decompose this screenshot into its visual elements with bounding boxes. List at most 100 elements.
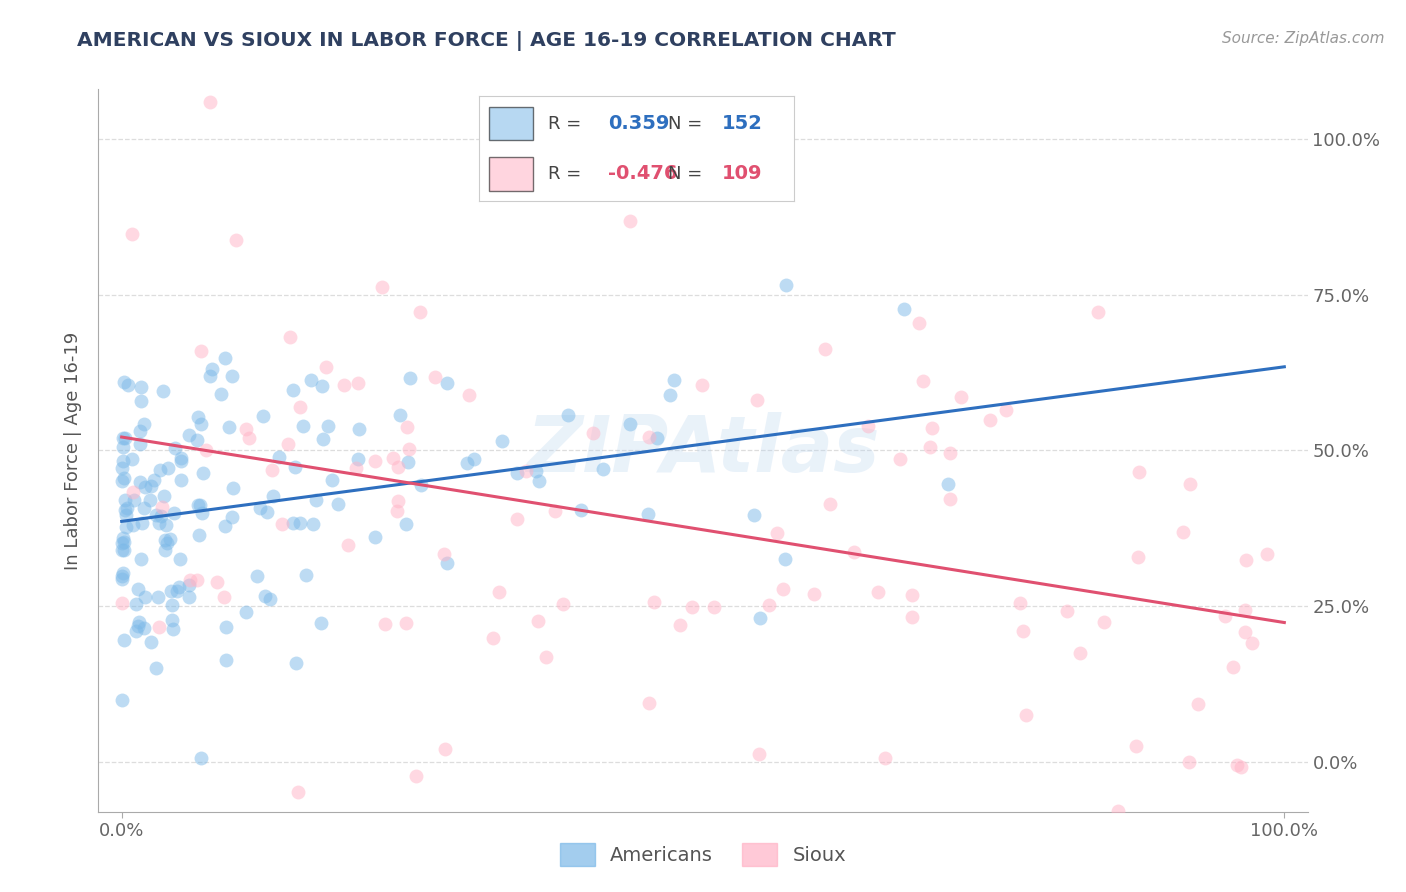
Point [112,535,135,549]
Point [152,500,174,514]
Point [1107,804,1129,818]
Point [139,635,162,649]
Point [209,387,232,401]
Point [114,431,136,445]
Point [436,556,458,570]
Point [121,484,143,499]
Point [129,380,152,394]
Point [111,460,134,475]
Point [1015,708,1038,723]
Point [515,464,537,478]
Point [155,518,177,533]
Point [111,693,134,707]
Point [191,506,214,520]
Point [388,408,411,422]
Point [364,530,387,544]
Point [128,475,150,489]
Point [1213,609,1236,624]
Point [179,578,201,592]
Point [813,342,835,356]
Point [218,420,240,434]
Point [112,543,135,558]
Point [259,591,281,606]
Point [188,498,211,512]
Point [371,280,394,294]
Point [201,362,224,376]
Point [122,517,145,532]
Point [482,631,505,645]
Point [328,497,350,511]
Point [153,489,176,503]
Point [1222,660,1244,674]
Point [134,500,156,515]
Point [129,437,152,451]
Point [256,505,278,519]
Point [249,500,271,515]
Point [155,533,177,548]
Point [148,516,170,531]
Point [374,616,396,631]
Point [742,508,765,522]
Point [1241,635,1264,649]
Point [214,519,236,533]
Point [592,462,614,476]
Point [347,376,370,390]
Point [125,624,148,638]
Point [1234,625,1257,640]
Point [433,742,456,756]
Point [433,547,456,561]
Point [758,598,780,612]
Point [111,535,134,549]
Point [1125,739,1147,754]
Point [295,568,318,582]
Point [1177,756,1199,770]
Point [668,617,690,632]
Point [191,467,214,481]
Point [179,428,201,442]
Point [920,440,942,454]
Point [252,409,274,423]
Point [111,542,134,557]
Point [488,585,510,599]
Point [681,599,703,614]
Point [288,401,311,415]
Point [121,227,143,241]
Point [1234,552,1257,566]
Point [911,374,934,388]
Point [111,431,134,445]
Point [398,442,420,456]
Point [271,517,294,532]
Point [1056,604,1078,618]
Point [291,419,314,434]
Point [1087,305,1109,319]
Point [162,622,184,636]
Point [1230,760,1253,774]
Point [156,461,179,475]
Point [128,615,150,629]
Point [637,507,659,521]
Y-axis label: In Labor Force | Age 16-19: In Labor Force | Age 16-19 [65,331,83,570]
Point [129,393,152,408]
Point [866,585,889,599]
Point [803,587,825,601]
Point [290,516,312,531]
Point [842,545,865,559]
Point [139,479,162,493]
Point [134,590,156,604]
Point [152,384,174,399]
Point [111,440,134,454]
Point [260,463,283,477]
Point [190,751,212,765]
Point [129,424,152,438]
Point [396,455,419,469]
Point [423,370,446,384]
Point [749,611,772,625]
Point [662,373,685,387]
Point [638,430,661,444]
Point [818,497,841,511]
Text: Source: ZipAtlas.com: Source: ZipAtlas.com [1222,31,1385,46]
Point [1092,615,1115,629]
Point [156,535,179,549]
Point [1008,596,1031,610]
Point [346,452,368,467]
